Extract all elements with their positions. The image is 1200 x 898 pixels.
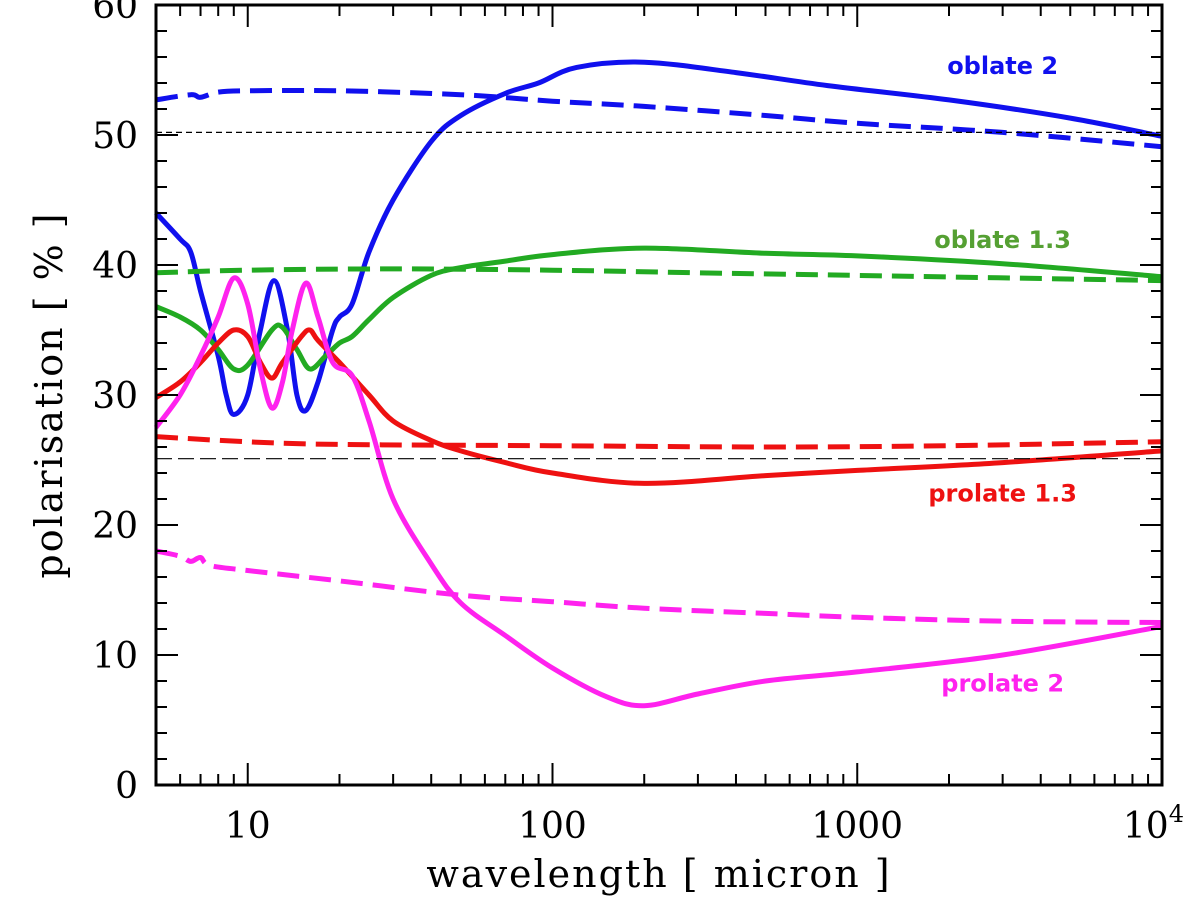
y-tick-label: 50 (92, 116, 138, 157)
label-oblate-2: oblate 2 (947, 52, 1058, 80)
series-line-oblate-1-3-dashed (155, 266, 1163, 284)
y-tick-label: 30 (92, 376, 138, 417)
x-tick-label: 10 (225, 806, 271, 847)
y-tick-label: 40 (92, 246, 138, 287)
y-tick-label: 10 (92, 636, 138, 677)
y-tick-label: 0 (115, 766, 138, 807)
plot-frame (154, 3, 1164, 787)
series-line-oblate-2 (154, 59, 1163, 417)
y-axis-title: polarisation [ % ] (27, 211, 71, 578)
x-tick-label: 104 (1123, 800, 1184, 847)
label-prolate-2: prolate 2 (941, 669, 1064, 697)
y-tick-label: 20 (92, 506, 138, 547)
x-axis-title: wavelength [ micron ] (426, 852, 891, 896)
series-line-oblate-1-3 (155, 245, 1163, 374)
series-line-prolate-1-3-dashed (155, 434, 1163, 450)
plot-lines (153, 59, 1163, 709)
tick-labels: 10 100 1000 104 0 10 20 30 40 50 60 (92, 0, 1184, 847)
series-labels: oblate 2 oblate 1.3 prolate 1.3 prolate 2 (928, 52, 1077, 698)
series-line-prolate-2 (153, 275, 1163, 709)
label-prolate-1-3: prolate 1.3 (928, 480, 1077, 508)
series-line-oblate-2-dashed (155, 87, 1163, 150)
x-tick-label: 100 (518, 806, 587, 847)
y-tick-label: 60 (92, 0, 138, 27)
series-line-prolate-2-dashed (155, 548, 1163, 625)
label-oblate-1-3: oblate 1.3 (934, 226, 1071, 254)
reference-lines (156, 131, 1162, 460)
x-tick-label: 1000 (811, 806, 903, 847)
axis-ticks (155, 4, 1162, 786)
